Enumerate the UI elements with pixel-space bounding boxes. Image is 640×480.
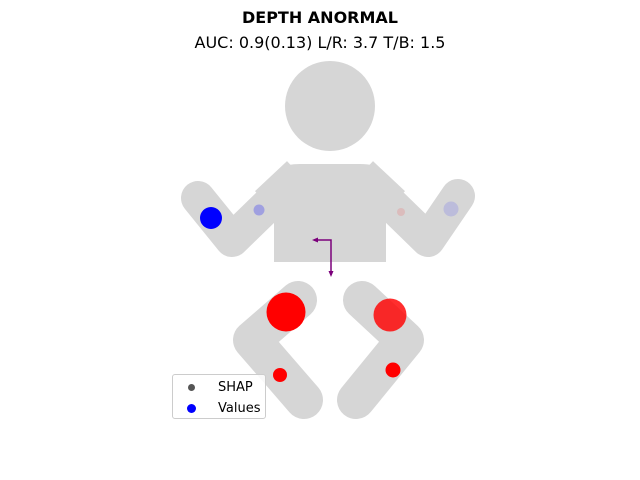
figure-subtitle: AUC: 0.9(0.13) L/R: 3.7 T/B: 1.5 — [194, 33, 446, 52]
legend: SHAP Values — [172, 374, 266, 419]
legend-label: Values — [218, 400, 261, 416]
right-hand-marker — [443, 201, 459, 217]
right-foot-marker — [385, 362, 401, 378]
figure-title: DEPTH ANORMAL — [241, 8, 398, 27]
arrow-head-left — [312, 237, 318, 243]
legend-label: SHAP — [218, 379, 253, 395]
legend-item-shap: SHAP — [173, 378, 253, 396]
head — [285, 61, 375, 151]
direction-arrow-path — [314, 239, 332, 274]
arrow-head-down — [328, 271, 334, 277]
left-elbow-marker — [253, 204, 265, 216]
left-knee-marker — [266, 292, 306, 332]
legend-item-values: Values — [173, 399, 260, 417]
left-foot-marker — [273, 368, 287, 382]
left-hand-marker — [200, 207, 222, 229]
legend-dot-icon — [188, 383, 195, 391]
legend-dot-icon — [187, 403, 196, 413]
right-knee-marker — [373, 298, 407, 332]
right-elbow-marker — [397, 208, 405, 216]
body-silhouette — [181, 61, 475, 419]
torso-arrows — [312, 237, 334, 277]
right-arm — [375, 179, 475, 257]
shap-markers — [200, 201, 459, 382]
